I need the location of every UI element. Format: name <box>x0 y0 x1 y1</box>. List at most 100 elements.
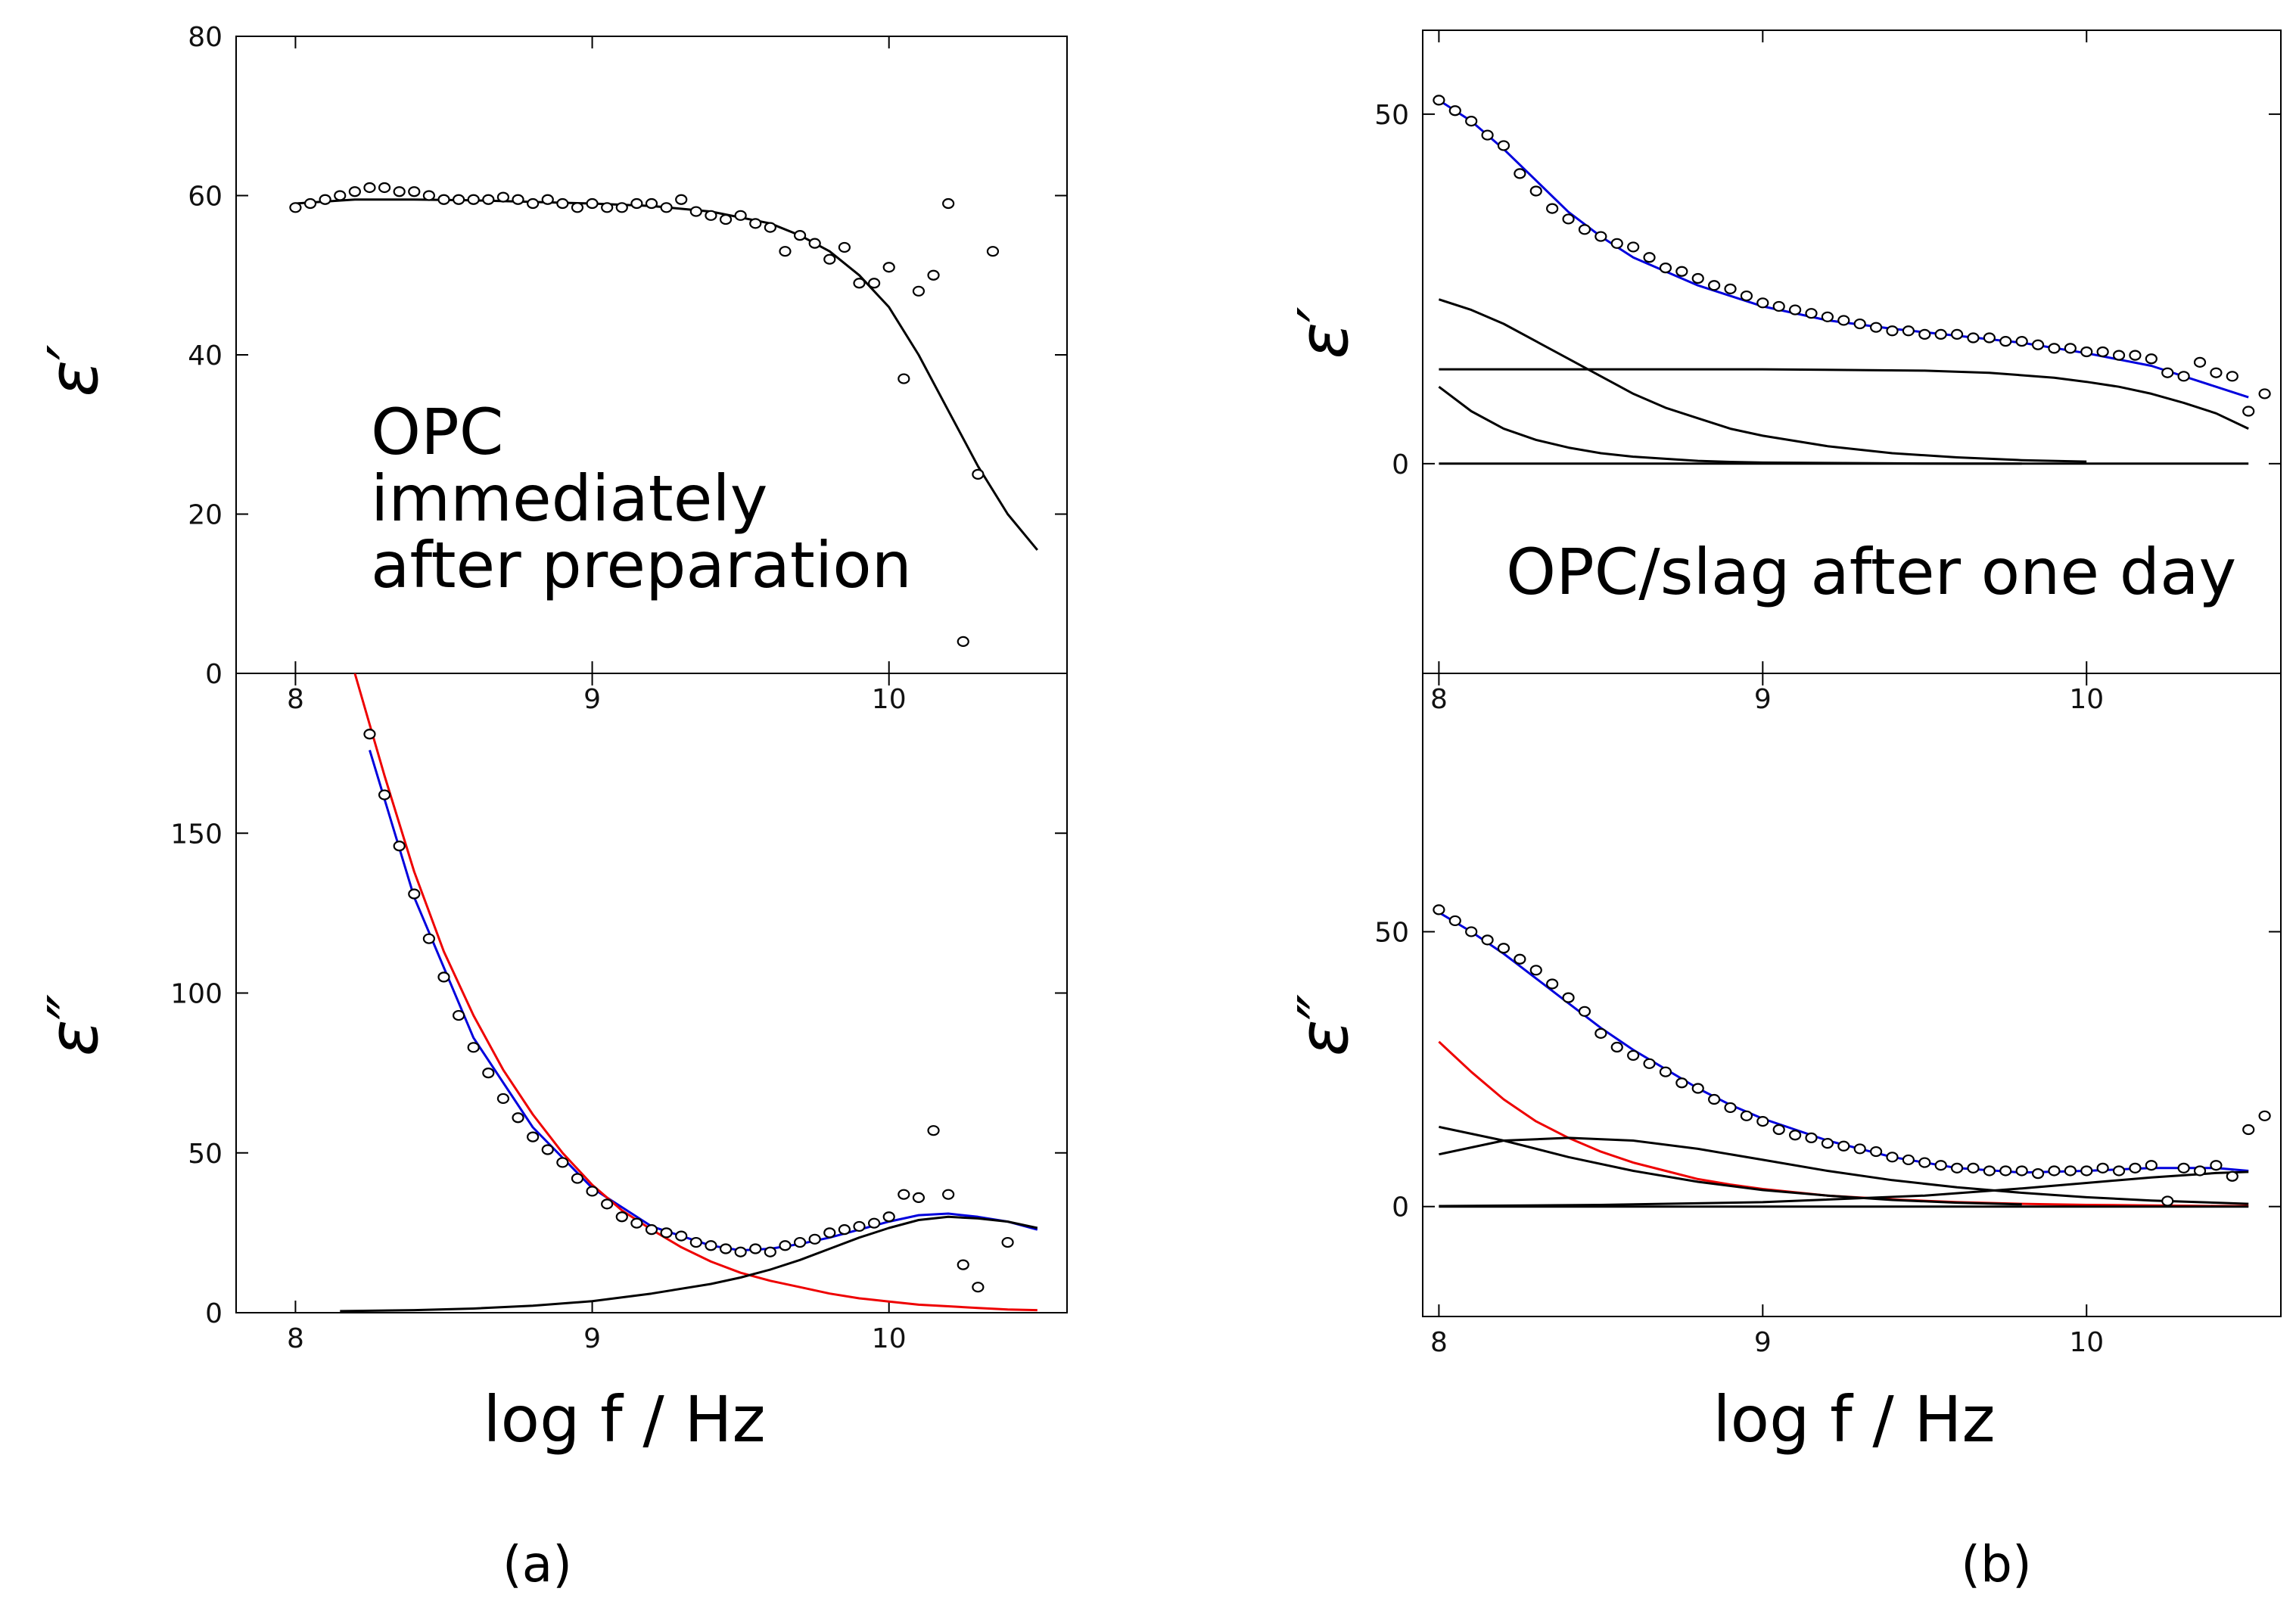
panel-b-upper-data-point <box>1691 272 1704 284</box>
panel-b-upper-data-point <box>2242 406 2255 417</box>
panel-b-lower-frame <box>1422 673 2282 1317</box>
panel-a-lower-data-point <box>408 888 421 900</box>
panel-a-lower-ylabel: ε″ <box>34 993 114 1056</box>
panel-b-upper-data-point <box>2031 339 2045 350</box>
panel-a-lower-xtick-label: 10 <box>872 1323 907 1354</box>
panel-b-lower-data-point <box>2096 1162 2109 1173</box>
panel-a-annotation-line-1: OPC <box>371 395 503 469</box>
panel-b-upper-data-point <box>2048 343 2061 354</box>
panel-a-upper-data-point <box>348 186 361 197</box>
panel-a-annotation-line-2: immediately <box>371 462 767 536</box>
panel-a-lower-data-point <box>882 1211 895 1223</box>
panel-a-lower-xtick-label: 9 <box>583 1323 601 1354</box>
panel-b-lower-plot: 0 50 8 9 10 <box>1374 673 2281 1358</box>
panel-a-upper-data-point <box>437 194 450 205</box>
panel-a-lower-plot: 0 50 100 150 8 9 10 <box>170 673 1067 1354</box>
panel-a-lower-data-point <box>615 1211 628 1223</box>
panel-a-upper-data-point <box>793 230 807 241</box>
panel-b-upper-data-point <box>1448 105 1461 117</box>
panel-b-lower-data-point <box>1821 1138 1834 1149</box>
panel-b-upper-ylabel: ε′ <box>1284 306 1364 359</box>
panel-b-upper-data-point <box>1869 322 1883 333</box>
panel-b-xlabel: log f / Hz <box>1713 1382 1995 1456</box>
panel-a-upper-data-point <box>453 194 465 205</box>
panel-a-upper-data-point <box>303 197 317 210</box>
panel-a-upper-data-point <box>734 210 747 221</box>
panel-a-lower-data-point <box>779 1240 792 1251</box>
panel-a-lower-ytick-label: 100 <box>170 979 222 1010</box>
panel-b-upper-data-point <box>1578 224 1591 235</box>
panel-a-upper-data-point <box>853 278 866 289</box>
panel-b-upper-data-point <box>2112 350 2126 361</box>
panel-a-upper-data-point <box>823 253 836 265</box>
panel-a-lower-data-point <box>719 1243 733 1254</box>
panel-b-upper-data-point <box>1594 231 1607 242</box>
panel-a-upper-data-point <box>586 197 599 210</box>
panel-b-lower-series-component-1 <box>1439 1136 2249 1205</box>
panel-b-upper-data-point <box>1675 266 1688 277</box>
panel-a-lower-data-point <box>868 1217 881 1229</box>
panel-a-lower-data-point <box>927 1125 940 1136</box>
panel-a-upper-data-point <box>467 194 480 205</box>
panel-b-lower-data-point <box>1562 992 1575 1003</box>
panel-a-lower-ytick-label: 50 <box>188 1139 222 1170</box>
panel-a-lower-xtick-label: 8 <box>287 1323 304 1354</box>
panel-b-lower-data-point <box>1724 1102 1737 1114</box>
panel-b-upper-data-point <box>1610 238 1623 249</box>
panel-b-upper-ytick-label: 0 <box>1392 449 1409 480</box>
panel-a-lower-series-total <box>369 749 1038 1252</box>
panel-a-upper-data-point <box>571 202 584 213</box>
panel-a-lower-data-point <box>942 1189 955 1200</box>
panel-b-upper-data-point <box>1627 241 1640 253</box>
panel-b-lower-data-point <box>1433 904 1445 915</box>
panel-a-upper-data-point <box>660 202 673 213</box>
panel-b-upper-data-point <box>1983 332 1996 343</box>
panel-b-upper-series-component-2 <box>1438 386 2022 465</box>
panel-a-lower-data-point <box>393 841 406 852</box>
panel-b-lower-data-point <box>1918 1157 1931 1168</box>
panel-a-upper-data-point <box>942 197 955 210</box>
panel-a-upper-data-point <box>645 197 658 210</box>
panel-b-upper-data-point <box>2258 388 2271 399</box>
panel-a-upper-data-point <box>779 246 792 257</box>
panel-b-lower-data-point <box>2080 1165 2093 1177</box>
panel-a-upper-xtick-label: 8 <box>287 684 304 715</box>
panel-a-lower-data-point <box>437 971 450 983</box>
panel-b-upper-data-point <box>1772 300 1785 312</box>
panel-b-upper-data-point <box>1821 311 1834 322</box>
panel-a-xlabel: log f / Hz <box>483 1382 765 1456</box>
panel-b-upper-data-point <box>1433 95 1445 106</box>
panel-b-lower-data-point <box>2226 1170 2238 1182</box>
panel-b-upper-plot: 0 50 8 9 10 <box>1374 30 2281 715</box>
panel-a-upper-data-point <box>986 246 1000 257</box>
panel-b-lower-data-point <box>1999 1165 2012 1177</box>
panel-a-upper-data-point <box>689 206 702 217</box>
panel-b-lower-data-point <box>1708 1093 1721 1105</box>
panel-b-lower-data-point <box>1643 1058 1656 1069</box>
panel-b-upper-data-point <box>1708 280 1721 291</box>
panel-a-upper-data-point <box>912 285 926 297</box>
panel-b-lower-data-point <box>2112 1165 2126 1177</box>
panel-a-upper-ytick-label: 60 <box>188 182 222 213</box>
panel-b-lower-xtick-label: 10 <box>2069 1327 2104 1358</box>
panel-b-lower-data-point <box>1869 1145 1883 1158</box>
panel-b-lower-data-point <box>1967 1162 1980 1173</box>
panel-a-upper-plot: 0 20 40 60 80 8 9 10 <box>188 22 1067 715</box>
panel-b-lower-data-point <box>2145 1160 2158 1171</box>
panel-a-lower-data-point <box>675 1230 688 1242</box>
panel-b-upper-xtick-label: 8 <box>1430 684 1448 715</box>
panel-b-upper-ytick-label: 50 <box>1374 100 1409 131</box>
panel-a-annotation-line-3: after preparation <box>371 528 912 602</box>
panel-a-upper-xtick-label: 9 <box>583 684 601 715</box>
panel-a-lower-series-relaxation <box>340 1215 1038 1313</box>
panel-b-lower-ytick-label: 50 <box>1374 917 1409 948</box>
panel-a-lower-data-point <box>378 789 391 800</box>
panel-a-upper-data-point <box>512 194 524 205</box>
panel-b-upper-data-point <box>1481 129 1494 141</box>
panel-b-lower-ytick-label: 0 <box>1392 1192 1409 1223</box>
panel-a-lower-data-point <box>749 1243 762 1254</box>
panel-a-lower-data-point <box>838 1224 851 1236</box>
panel-a-lower-data-point <box>808 1233 821 1245</box>
panel-a-lower-data-point <box>527 1131 540 1142</box>
panel-b-lower-data-point <box>1837 1140 1850 1152</box>
